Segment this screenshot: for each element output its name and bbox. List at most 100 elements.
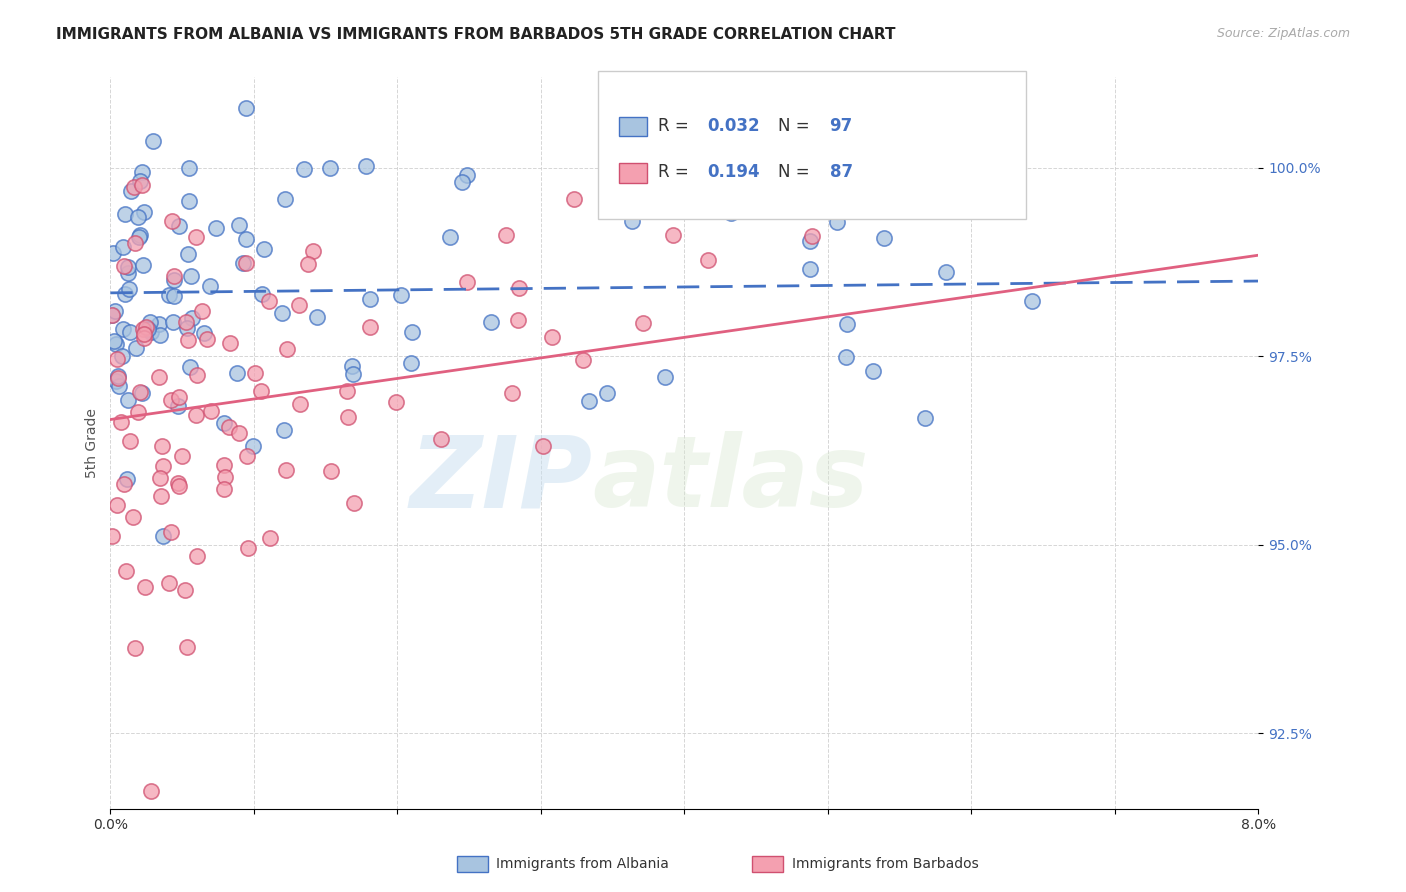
Point (495, 227, 517, 242)
Point (401, 325, 423, 339)
Point (103, 245, 125, 260)
Point (292, 161, 315, 176)
Point (779, 187, 801, 202)
Point (124, 640, 146, 655)
Point (177, 334, 200, 348)
Point (456, 275, 478, 289)
Point (167, 479, 190, 493)
Point (179, 359, 201, 374)
Point (115, 565, 138, 579)
Point (162, 289, 184, 303)
Point (129, 384, 152, 399)
Point (107, 352, 129, 367)
Point (195, 332, 218, 346)
Point (578, 394, 600, 409)
Point (621, 214, 644, 228)
Point (235, 101, 257, 115)
Point (596, 386, 619, 401)
Point (125, 341, 148, 355)
Point (127, 210, 149, 224)
Point (174, 315, 197, 329)
Point (439, 229, 461, 244)
Point (167, 390, 190, 404)
Point (799, 261, 821, 276)
Point (142, 134, 165, 148)
Point (110, 415, 132, 429)
Point (218, 336, 240, 351)
Point (1021, 294, 1043, 309)
Text: ZIP: ZIP (409, 431, 592, 528)
Text: N =: N = (778, 163, 814, 181)
Point (131, 258, 153, 272)
Point (159, 392, 181, 407)
Point (720, 206, 742, 220)
Point (134, 205, 156, 219)
Point (100, 529, 122, 543)
Point (274, 463, 297, 477)
Y-axis label: 5th Grade: 5th Grade (86, 409, 100, 478)
Point (288, 397, 311, 411)
Point (121, 510, 143, 524)
Point (184, 408, 207, 422)
Point (697, 253, 720, 268)
Point (785, 162, 807, 177)
Point (163, 268, 186, 283)
Point (120, 434, 142, 448)
Point (228, 425, 250, 440)
Point (245, 367, 267, 381)
Point (274, 193, 297, 207)
Point (501, 386, 523, 401)
Text: atlas: atlas (592, 431, 869, 528)
Point (134, 580, 156, 594)
Point (127, 405, 149, 419)
Point (138, 315, 160, 329)
Point (132, 322, 155, 336)
Point (131, 178, 153, 192)
Point (276, 342, 298, 356)
Point (191, 304, 214, 318)
Point (250, 384, 273, 399)
Point (456, 168, 478, 182)
Point (134, 326, 156, 341)
Point (205, 220, 228, 235)
Text: R =: R = (658, 163, 695, 181)
Point (176, 320, 198, 334)
Point (508, 281, 530, 295)
Point (288, 298, 311, 312)
Point (135, 320, 157, 334)
Point (128, 230, 150, 244)
Point (225, 366, 247, 380)
Point (131, 164, 153, 178)
Point (271, 306, 294, 320)
Point (654, 369, 676, 384)
Point (176, 247, 198, 261)
Point (184, 229, 207, 244)
Point (124, 235, 146, 250)
Text: 0.032: 0.032 (707, 117, 759, 135)
Point (218, 420, 240, 434)
Point (103, 334, 125, 348)
Point (186, 549, 208, 563)
Point (139, 325, 162, 339)
Point (200, 404, 222, 418)
Point (214, 470, 236, 484)
Point (176, 640, 198, 654)
Point (107, 498, 129, 512)
Point (152, 529, 174, 543)
Point (533, 439, 555, 453)
Point (104, 337, 127, 351)
Point (117, 392, 139, 407)
Point (479, 315, 502, 329)
Point (301, 244, 323, 259)
Point (451, 175, 474, 189)
Point (193, 326, 215, 341)
Point (430, 432, 453, 446)
Point (257, 293, 280, 308)
Point (319, 161, 342, 175)
Point (101, 308, 124, 322)
Point (112, 240, 135, 254)
Point (150, 439, 173, 453)
Point (661, 228, 683, 243)
Point (356, 160, 378, 174)
Point (337, 409, 360, 424)
